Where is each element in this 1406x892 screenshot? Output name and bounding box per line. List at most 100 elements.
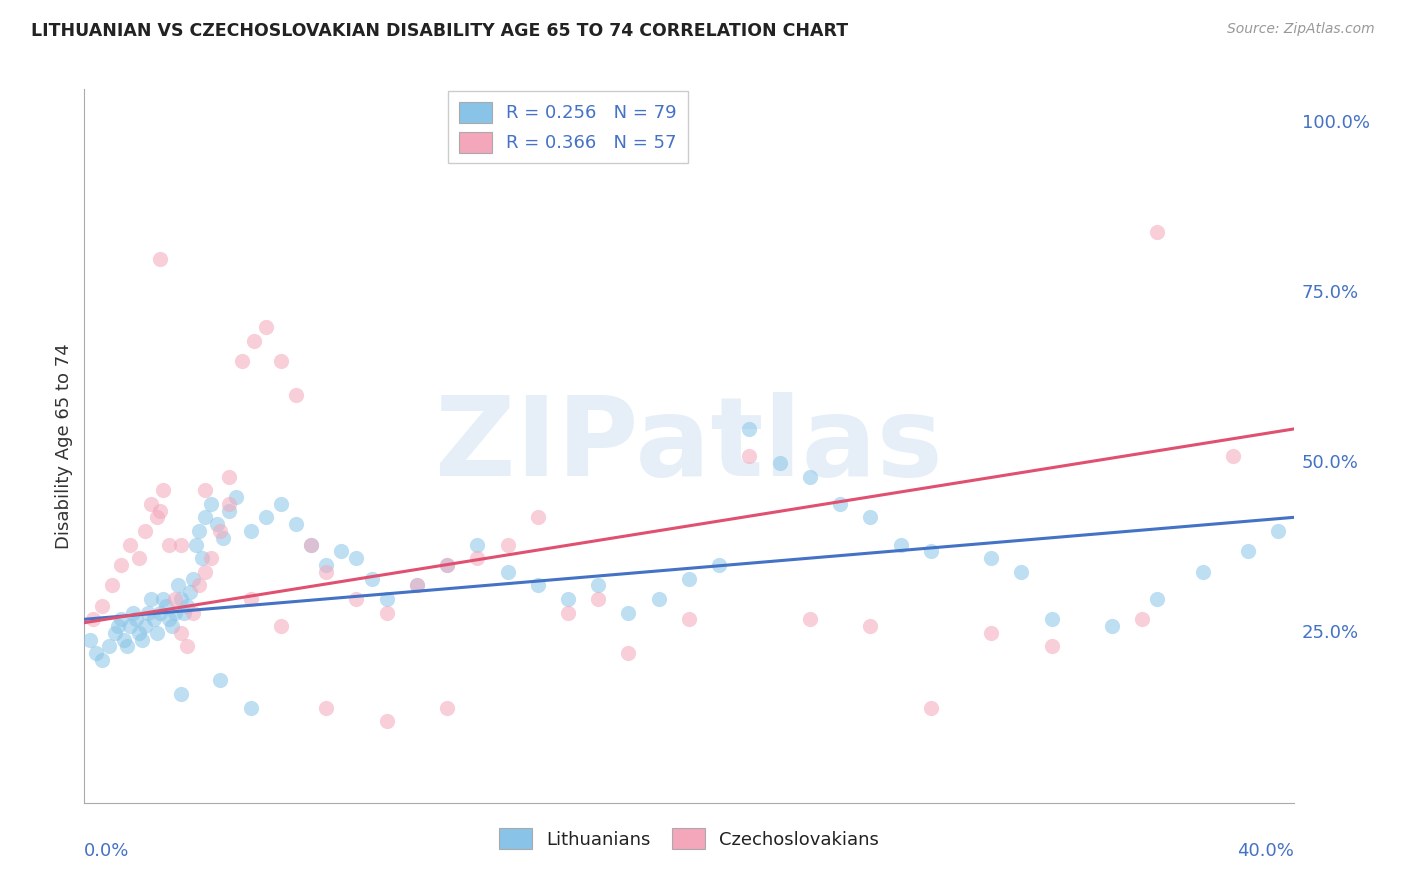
Point xyxy=(181,606,204,620)
Point xyxy=(104,626,127,640)
Point xyxy=(920,544,942,558)
Point xyxy=(131,632,153,647)
Point xyxy=(557,591,579,606)
Point xyxy=(859,510,882,524)
Point xyxy=(107,619,129,633)
Point xyxy=(146,626,169,640)
Point xyxy=(242,334,264,348)
Point xyxy=(91,653,114,667)
Point xyxy=(112,632,135,647)
Point xyxy=(110,558,132,572)
Point xyxy=(467,537,489,551)
Point xyxy=(769,456,792,470)
Point xyxy=(146,510,169,524)
Point xyxy=(134,524,156,538)
Point xyxy=(375,606,398,620)
Point xyxy=(467,551,489,566)
Point xyxy=(91,599,114,613)
Point xyxy=(152,591,174,606)
Point xyxy=(1267,524,1289,538)
Point xyxy=(617,646,640,660)
Point xyxy=(1040,612,1063,626)
Point xyxy=(270,619,292,633)
Point xyxy=(218,469,240,483)
Point xyxy=(346,591,368,606)
Point xyxy=(110,612,132,626)
Point xyxy=(830,497,852,511)
Point xyxy=(149,606,172,620)
Point xyxy=(188,524,211,538)
Point xyxy=(285,388,308,402)
Point xyxy=(179,585,201,599)
Point xyxy=(496,565,519,579)
Point xyxy=(207,517,229,532)
Point xyxy=(128,626,150,640)
Point xyxy=(152,483,174,498)
Point xyxy=(173,606,195,620)
Point xyxy=(194,483,217,498)
Text: 0.0%: 0.0% xyxy=(84,842,129,860)
Point xyxy=(330,544,353,558)
Point xyxy=(360,572,382,586)
Point xyxy=(1192,565,1215,579)
Point xyxy=(86,646,108,660)
Point xyxy=(97,640,120,654)
Point xyxy=(1130,612,1153,626)
Point xyxy=(346,551,368,566)
Point xyxy=(176,640,198,654)
Point xyxy=(799,469,821,483)
Text: 75.0%: 75.0% xyxy=(1302,284,1360,302)
Point xyxy=(285,517,308,532)
Point xyxy=(496,537,519,551)
Point xyxy=(406,578,429,592)
Point xyxy=(890,537,912,551)
Point xyxy=(920,700,942,714)
Point xyxy=(254,510,277,524)
Point xyxy=(218,497,240,511)
Point xyxy=(738,422,761,436)
Point xyxy=(980,626,1002,640)
Point xyxy=(142,612,165,626)
Point xyxy=(181,572,204,586)
Point xyxy=(239,700,262,714)
Point xyxy=(709,558,731,572)
Point xyxy=(270,354,292,368)
Point xyxy=(299,537,322,551)
Point xyxy=(176,599,198,613)
Point xyxy=(121,606,143,620)
Point xyxy=(436,700,458,714)
Point xyxy=(738,449,761,463)
Point xyxy=(125,612,148,626)
Point xyxy=(82,612,104,626)
Point xyxy=(209,524,232,538)
Point xyxy=(799,612,821,626)
Point xyxy=(218,503,240,517)
Point xyxy=(165,591,187,606)
Point xyxy=(980,551,1002,566)
Point xyxy=(375,591,398,606)
Point xyxy=(191,551,214,566)
Point xyxy=(254,320,277,334)
Text: 50.0%: 50.0% xyxy=(1302,454,1358,472)
Point xyxy=(188,578,211,592)
Point xyxy=(165,606,187,620)
Point xyxy=(170,626,193,640)
Text: LITHUANIAN VS CZECHOSLOVAKIAN DISABILITY AGE 65 TO 74 CORRELATION CHART: LITHUANIAN VS CZECHOSLOVAKIAN DISABILITY… xyxy=(31,22,848,40)
Point xyxy=(149,252,172,266)
Point xyxy=(155,599,177,613)
Point xyxy=(315,558,337,572)
Point xyxy=(557,606,579,620)
Y-axis label: Disability Age 65 to 74: Disability Age 65 to 74 xyxy=(55,343,73,549)
Point xyxy=(209,673,232,688)
Point xyxy=(678,612,700,626)
Point xyxy=(436,558,458,572)
Point xyxy=(134,619,156,633)
Point xyxy=(375,714,398,729)
Point xyxy=(239,524,262,538)
Point xyxy=(678,572,700,586)
Point xyxy=(1237,544,1260,558)
Point xyxy=(160,619,183,633)
Point xyxy=(231,354,253,368)
Point xyxy=(79,632,101,647)
Point xyxy=(617,606,640,620)
